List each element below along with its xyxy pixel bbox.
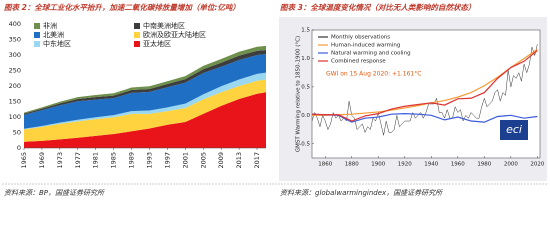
- x-tick-label: 1985: [110, 152, 118, 169]
- legend-swatch: [134, 41, 140, 47]
- y-tick-label: 400: [9, 20, 21, 28]
- legend-label: 北美洲: [43, 30, 64, 39]
- legend-label: 中东地区: [43, 39, 71, 48]
- legend-label: Human-induced warming: [331, 43, 400, 49]
- area: [24, 45, 266, 114]
- x-tick-label: 1900: [371, 162, 385, 168]
- legend-label: Combined response: [331, 59, 386, 65]
- y-tick-label: 200: [9, 82, 21, 90]
- legend-swatch: [34, 32, 40, 38]
- x-tick-label: 1981: [92, 152, 100, 169]
- legend-label: Natural warming and cooling: [331, 51, 411, 57]
- line: [311, 50, 538, 122]
- area: [24, 54, 266, 129]
- y-tick-label: 250: [9, 67, 21, 75]
- legend-swatch: [34, 41, 40, 47]
- x-tick-label: 1997: [163, 152, 171, 169]
- y-tick-label: 300: [9, 51, 21, 59]
- y-tick-label: 0.0: [301, 113, 310, 119]
- y-tick-label: 1.5: [301, 28, 310, 34]
- y-tick-label: 0: [17, 144, 21, 152]
- legend-swatch: [134, 23, 140, 29]
- x-tick-label: 1940: [424, 162, 438, 168]
- legend-swatch: [134, 32, 140, 38]
- x-tick-label: 1960: [451, 162, 465, 168]
- legend-label: 欧洲及欧亚大陆地区: [143, 30, 206, 39]
- x-tick-label: 1860: [318, 162, 332, 168]
- legend-label: 非洲: [43, 21, 57, 30]
- x-tick-label: 1993: [145, 152, 153, 169]
- x-tick-label: 2009: [217, 152, 225, 169]
- y-tick-label: 50: [13, 129, 21, 137]
- logo-text: eci: [506, 123, 522, 136]
- legend-label: 亚太地区: [143, 39, 171, 48]
- y-axis-label: GMST Warming relative to 1850-1900 (°C): [296, 36, 302, 152]
- x-tick-label: 2001: [181, 152, 189, 169]
- y-tick-label: 100: [9, 113, 21, 121]
- logo: [500, 120, 528, 140]
- source: 资料来源：BP，国盛证券研究所: [4, 189, 105, 197]
- x-tick-label: 1980: [477, 162, 491, 168]
- x-tick-label: 1969: [38, 152, 46, 169]
- x-tick-label: 1977: [74, 152, 82, 169]
- area: [24, 79, 266, 142]
- page: 图表 2：全球工业化水平抬升，加速二氧化碳排放量增加（单位:亿吨） 图表 3：全…: [2, 3, 548, 197]
- x-tick-label: 1973: [56, 152, 64, 169]
- chart-title: 图表 2：全球工业化水平抬升，加速二氧化碳排放量增加（单位:亿吨）: [4, 3, 240, 12]
- line: [311, 113, 538, 123]
- x-tick-label: 2000: [504, 162, 518, 168]
- x-tick-label: 2005: [199, 152, 207, 169]
- x-tick-label: 1989: [128, 152, 136, 169]
- x-tick-label: 1965: [20, 152, 28, 169]
- legend-swatch: [34, 23, 40, 29]
- y-tick-label: 350: [9, 36, 21, 44]
- y-tick-label: 1.0: [301, 56, 310, 62]
- chart-title: 图表 3：全球温度变化情况（对比无人类影响的自然状态）: [280, 3, 475, 12]
- y-tick-label: 150: [9, 98, 21, 106]
- area: [24, 92, 266, 148]
- annotation: GWI on 15 Aug 2020: +1.161°C: [326, 71, 421, 78]
- x-tick-label: 2013: [235, 152, 243, 169]
- legend-label: 中南美洲地区: [143, 21, 185, 30]
- source: 资料来源：globalwarmingindex，国盛证券研究所: [280, 189, 443, 197]
- x-tick-label: 2017: [253, 152, 261, 169]
- x-tick-label: 1880: [345, 162, 359, 168]
- area: [24, 50, 266, 115]
- x-tick-label: 1920: [398, 162, 412, 168]
- x-tick-label: 2020: [530, 162, 544, 168]
- y-tick-label: -0.5: [299, 141, 310, 147]
- y-tick-label: 0.5: [301, 84, 310, 90]
- legend-label: Monthly observations: [331, 35, 390, 41]
